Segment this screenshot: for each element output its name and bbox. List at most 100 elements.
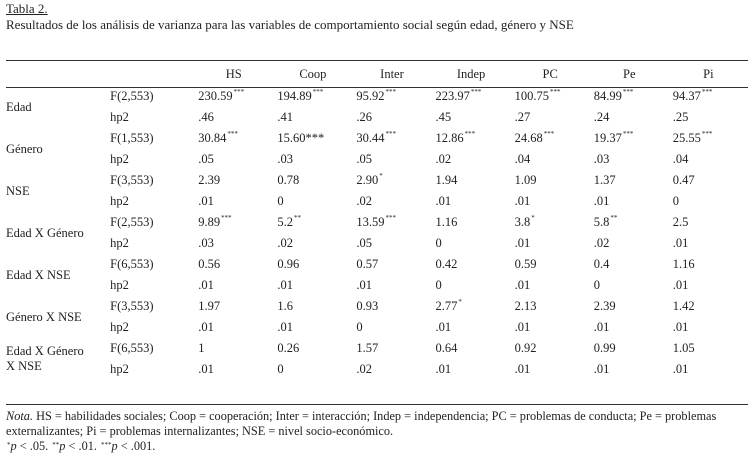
hp2-value: .01 xyxy=(356,278,373,292)
significance-mark: * xyxy=(531,214,535,222)
f-value-cell: 0.92 xyxy=(511,338,590,359)
note-abbreviations: Nota. HS = habilidades sociales; Coop = … xyxy=(6,409,748,439)
f-value-cell: 5.2** xyxy=(273,212,352,233)
f-value: 100.75 xyxy=(514,89,549,103)
f-stat-label: F(1,553) xyxy=(110,131,154,145)
f-value-cell: 1.6 xyxy=(273,296,352,317)
f-value: 0.47 xyxy=(672,173,695,187)
f-row: Edad X NSE F(6,553) 0.56 0.96 0.57 0.42 0.59 0.… xyxy=(6,254,748,282)
sig-p: p xyxy=(59,439,66,453)
hp2-value: .01 xyxy=(198,278,214,292)
f-value-cell: 0.47 xyxy=(669,170,748,191)
hp2-value: .01 xyxy=(672,236,689,250)
f-value-cell: 223.97*** xyxy=(432,86,511,107)
sig-mark: ** xyxy=(52,441,60,449)
f-row: Género X NSE F(3,553) 1.97 1.6 0.93 2.77* 2.13… xyxy=(6,296,748,324)
f-value-cell: 0.57 xyxy=(352,254,431,275)
f-value-cell: 2.39 xyxy=(194,170,273,191)
f-value-cell: 2.77* xyxy=(432,296,511,317)
f-value-cell: 84.99*** xyxy=(590,86,669,107)
variable-label-line: Género xyxy=(6,141,43,156)
f-value-cell: 5.8** xyxy=(590,212,669,233)
header-empty xyxy=(110,62,194,86)
f-value: 1.42 xyxy=(672,299,695,313)
f-value-cell: 2.90* xyxy=(352,170,431,191)
f-value: 30.44 xyxy=(356,131,385,145)
hp2-value: .01 xyxy=(672,278,689,292)
f-value: 0.93 xyxy=(356,299,379,313)
hp2-value: .25 xyxy=(672,110,689,124)
f-value: 1.16 xyxy=(672,257,695,271)
f-row: Edad X Género X NSE F(6,553) 1 0.26 1.57 0.64 0… xyxy=(6,338,748,373)
variable-label-line: Edad xyxy=(6,99,32,114)
f-value-cell: 2.13 xyxy=(511,296,590,317)
f-value-cell: 0.78 xyxy=(273,170,352,191)
f-stat-label: F(3,553) xyxy=(110,299,154,313)
f-stat-label: F(3,553) xyxy=(110,173,154,187)
f-value: 25.55 xyxy=(672,131,701,145)
f-value-cell: 0.64 xyxy=(432,338,511,359)
f-value-cell: 3.8* xyxy=(511,212,590,233)
hp2-label: hp2 xyxy=(110,362,129,376)
f-value: 0.26 xyxy=(277,341,300,355)
significance-mark: *** xyxy=(701,130,713,138)
f-value: 15.60*** xyxy=(277,131,325,145)
f-stat-label: F(6,553) xyxy=(110,257,154,271)
note-label: Nota. xyxy=(6,409,33,423)
hp2-value: .02 xyxy=(435,152,452,166)
variable-label: NSE xyxy=(6,170,110,212)
f-value: 95.92 xyxy=(356,89,385,103)
hp2-value: .24 xyxy=(593,110,610,124)
note-text: HS = habilidades sociales; Coop = cooper… xyxy=(6,409,717,438)
column-header: HS xyxy=(225,66,242,81)
hp2-value: 0 xyxy=(593,278,600,292)
sig-text: < .05. xyxy=(16,439,52,453)
f-value: 1.16 xyxy=(435,215,458,229)
f-value: 0.99 xyxy=(593,341,616,355)
sig-p: p xyxy=(10,439,17,453)
variable-label: Edad X Género X NSE xyxy=(6,338,110,380)
hp2-label: hp2 xyxy=(110,110,129,124)
hp2-value: .03 xyxy=(198,236,214,250)
f-value: 5.2 xyxy=(277,215,293,229)
hp2-value: .01 xyxy=(435,362,452,376)
variable-label-line: NSE xyxy=(6,183,30,198)
hp2-value: .45 xyxy=(435,110,452,124)
significance-mark: *** xyxy=(221,214,232,222)
f-value: 2.39 xyxy=(593,299,616,313)
f-value: 0.92 xyxy=(514,341,537,355)
f-value: 0.78 xyxy=(277,173,300,187)
hp2-value: .01 xyxy=(198,194,214,208)
hp2-value: .03 xyxy=(277,152,293,166)
f-value-cell: 24.68*** xyxy=(511,128,590,149)
f-value: 0.57 xyxy=(356,257,379,271)
f-value: 1.6 xyxy=(277,299,293,313)
significance-mark: *** xyxy=(385,130,397,138)
f-value: 1.57 xyxy=(356,341,379,355)
table-title: Resultados de los análisis de varianza p… xyxy=(6,17,574,32)
hp2-value: 0 xyxy=(277,362,284,376)
column-header: Pi xyxy=(703,66,714,81)
significance-mark: *** xyxy=(549,88,561,96)
significance-mark: * xyxy=(379,172,383,180)
variable-label-line: Género X NSE xyxy=(6,309,82,324)
hp2-value: .01 xyxy=(514,194,531,208)
significance-mark: ** xyxy=(610,214,618,222)
hp2-value: .01 xyxy=(593,362,610,376)
f-value: 0.59 xyxy=(514,257,537,271)
hp2-value: .03 xyxy=(593,152,610,166)
variable-label: Edad X NSE xyxy=(6,254,110,296)
hp2-row: hp2 .03 .02 .05 0 .01 .02 .01 xyxy=(6,233,748,254)
f-value-cell: 30.44*** xyxy=(352,128,431,149)
f-value: 30.84 xyxy=(198,131,227,145)
hp2-value: 0 xyxy=(356,320,363,334)
f-value: 1.97 xyxy=(198,299,221,313)
f-value: 2.39 xyxy=(198,173,221,187)
hp2-value: .01 xyxy=(514,362,531,376)
f-value-cell: 13.59*** xyxy=(352,212,431,233)
f-value: 2.5 xyxy=(672,215,689,229)
f-value-cell: 0.99 xyxy=(590,338,669,359)
f-value: 84.99 xyxy=(593,89,622,103)
hp2-value: .01 xyxy=(514,320,531,334)
